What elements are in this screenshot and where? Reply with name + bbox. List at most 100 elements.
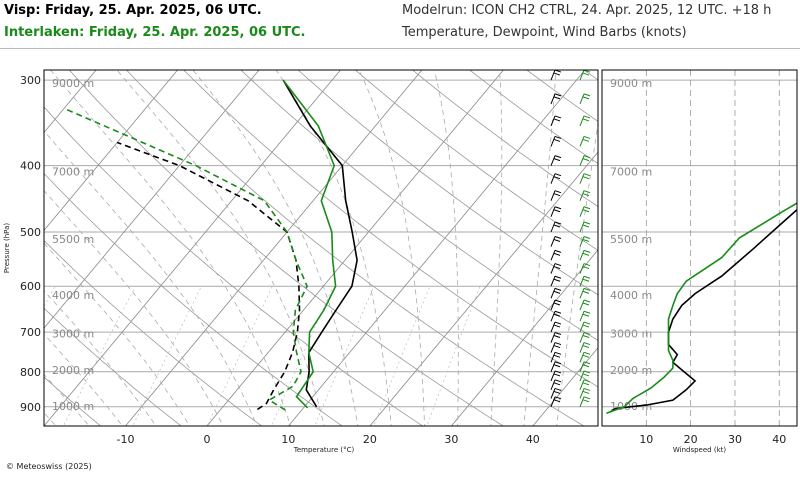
pressure-axis-label: Pressure (hPa) [3,223,11,273]
mixing-ratio-line [314,286,375,426]
moist-adiabat [44,290,157,426]
temperature-axis-label: Temperature (°C) [293,446,355,454]
isotherm-line [288,70,586,426]
moist-adiabat [192,70,359,426]
moist-adiabat [358,70,425,426]
interlaken-wind-barb [579,396,591,407]
mixing-ratio-line [44,286,56,308]
interlaken-wind-barb [579,299,591,311]
visp-windspeed-line [610,208,797,413]
moist-adiabat [50,70,292,426]
dry-adiabat [469,70,598,165]
station-interlaken-title: Interlaken: Friday, 25. Apr. 2025, 06 UT… [4,25,306,40]
visp-wind-barb [550,332,562,343]
mixing-ratio-line [426,286,481,426]
interlaken-wind-barb [579,342,591,353]
dry-adiabat [68,70,504,426]
visp-wind-barb [550,299,562,311]
dry-adiabat [44,376,102,426]
altitude-label-wind: 9000 m [610,77,652,90]
dry-adiabat [125,70,585,426]
windspeed-tick-label: 40 [772,433,786,446]
visp-temperature-line [282,79,358,408]
visp-wind-barb [550,275,562,287]
interlaken-wind-barb [579,221,591,233]
visp-wind-barb [550,321,562,333]
altitude-label: 5500 m [52,233,94,246]
moist-adiabat [44,333,123,426]
pressure-tick-label: 900 [20,401,41,414]
visp-wind-barb [550,236,562,247]
interlaken-wind-barb [579,69,591,81]
visp-wind-barb [550,115,562,127]
isotherm-line [44,70,97,134]
interlaken-wind-barb [579,236,591,247]
altitude-label: 9000 m [52,77,94,90]
visp-wind-barb [550,387,562,399]
interlaken-wind-barb [579,93,591,105]
interlaken-wind-barb [579,206,591,217]
altitude-label-wind: 2000 m [610,364,652,377]
interlaken-wind-barb [579,135,591,147]
interlaken-wind-barb [579,361,591,372]
moist-adiabat [44,189,224,426]
windspeed-tick-label: 30 [728,433,742,446]
pressure-tick-label: 800 [20,366,41,379]
dry-adiabat [297,70,598,296]
interlaken-wind-barb [579,249,591,261]
windspeed-frame [601,69,798,427]
dry-adiabat [44,239,263,426]
isotherm-line [451,249,598,426]
altitude-label-wind: 3000 m [610,327,652,340]
temperature-tick-label: 0 [203,433,210,446]
interlaken-wind-barb [579,287,591,299]
mixing-ratio-line [373,286,431,426]
altitude-label: 4000 m [52,289,94,302]
dry-adiabat [44,106,424,426]
interlaken-wind-barb [579,321,591,333]
interlaken-wind-barb [579,387,591,399]
visp-wind-barb [550,173,562,184]
dry-adiabat [44,307,182,426]
moist-adiabat [490,70,503,426]
visp-wind-barb [550,93,562,105]
temperature-tick-label: 20 [363,433,377,446]
interlaken-dewpoint-line [63,107,308,411]
interlaken-wind-barb [579,190,591,201]
moist-adiabat [44,130,258,426]
temperature-tick-label: -10 [116,433,134,446]
temperature-tick-label: 30 [444,433,458,446]
interlaken-wind-barb [579,370,591,382]
skew-t-grid [44,70,598,426]
skew-t-frame [43,69,599,427]
interlaken-wind-barb [579,115,591,127]
visp-wind-barb [550,135,562,147]
altitude-label-wind: 4000 m [610,289,652,302]
dry-adiabat [411,70,598,208]
profiles [63,79,358,411]
windspeed-tick-label: 20 [684,433,698,446]
isotherm-line [369,151,598,426]
isotherm-line [44,70,260,329]
interlaken-wind-barb [579,310,591,322]
windspeed-axis-label: Windspeed (kt) [673,446,726,454]
interlaken-wind-barb [579,155,591,166]
visp-wind-barb [550,249,562,261]
interlaken-wind-barb [579,275,591,287]
interlaken-windspeed-line [606,202,797,415]
windspeed-panel [602,70,797,426]
altitude-label: 3000 m [52,327,94,340]
moist-adiabat [44,242,191,426]
visp-wind-barb [550,155,562,166]
isotherm-line [44,70,178,231]
altitude-label-wind: 5500 m [610,233,652,246]
interlaken-wind-barb [579,379,591,390]
altitude-label: 7000 m [52,166,94,179]
wind-barb-columns [550,69,591,407]
station-visp-title: Visp: Friday, 25. Apr. 2025, 06 UTC. [4,3,262,18]
mixing-ratio-line [63,286,136,426]
visp-wind-barb [550,310,562,322]
moist-adiabat [433,70,459,426]
